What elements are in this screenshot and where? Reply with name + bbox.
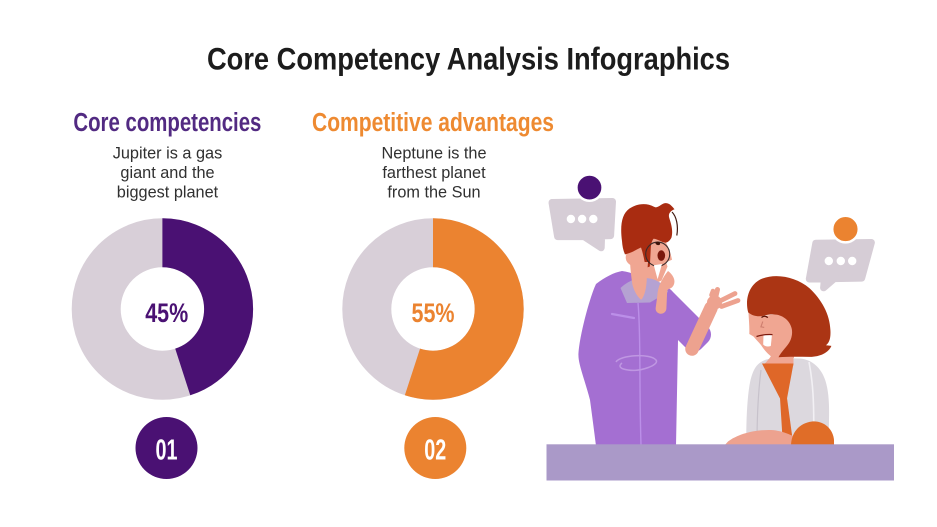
svg-text:Competitive advantages: Competitive advantages — [312, 107, 554, 137]
svg-text:Jupiter is a gas: Jupiter is a gas — [113, 145, 223, 163]
svg-text:Core competencies: Core competencies — [73, 107, 261, 137]
svg-text:55%: 55% — [412, 298, 455, 328]
svg-text:Core Competency Analysis Infog: Core Competency Analysis Infographics — [207, 41, 730, 77]
svg-text:from the Sun: from the Sun — [387, 184, 480, 202]
svg-text:biggest planet: biggest planet — [117, 184, 219, 202]
svg-text:giant and the: giant and the — [120, 164, 214, 182]
svg-text:Neptune is the: Neptune is the — [382, 145, 487, 163]
svg-text:02: 02 — [424, 435, 446, 467]
svg-text:01: 01 — [156, 435, 178, 467]
svg-text:farthest planet: farthest planet — [382, 164, 486, 182]
svg-text:45%: 45% — [145, 298, 188, 328]
